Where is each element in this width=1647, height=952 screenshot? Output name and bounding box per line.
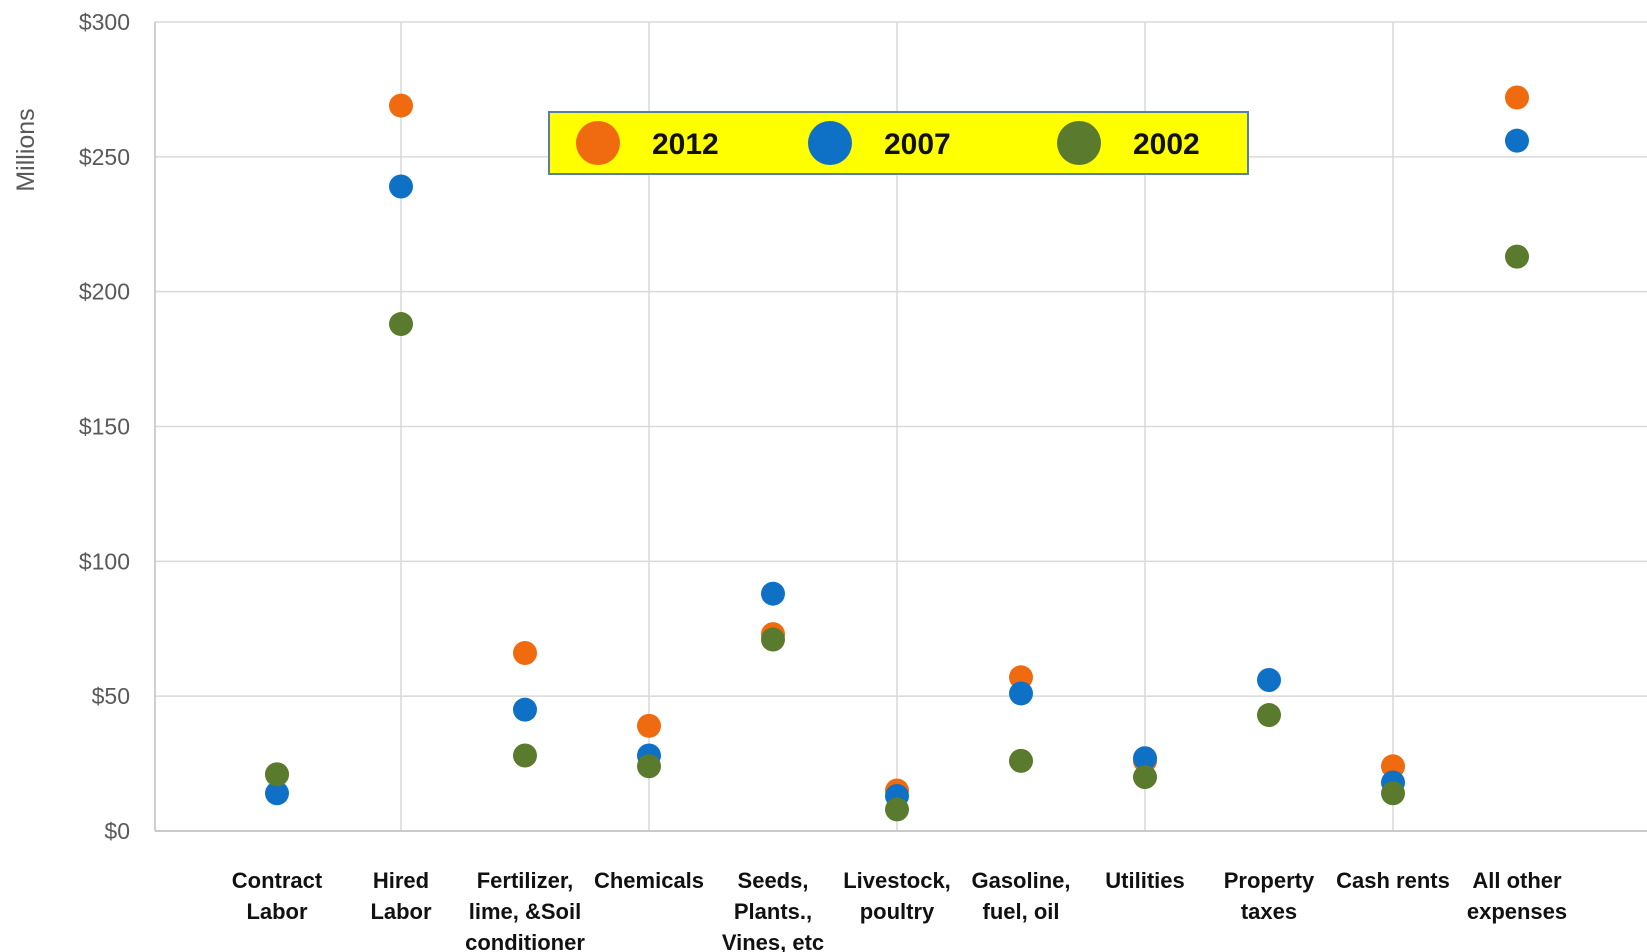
point-2002	[885, 797, 909, 822]
point-2002	[1257, 703, 1281, 728]
x-category-label: Livestock, poultry	[843, 868, 951, 924]
point-2007	[1505, 128, 1529, 153]
point-2007	[1009, 681, 1033, 706]
x-category-label: Property taxes	[1224, 868, 1315, 924]
point-2007	[389, 174, 413, 199]
y-axis-label: Millions	[12, 108, 40, 191]
legend-marker-2007	[808, 121, 852, 165]
y-tick-label: $200	[79, 279, 130, 305]
point-2007	[1133, 746, 1157, 771]
point-2012	[637, 713, 661, 738]
legend-marker-2002	[1057, 121, 1101, 165]
y-axis-ticks: $0 $50 $100 $150 $200 $250 $300	[79, 9, 130, 844]
x-category-label: Utilities	[1105, 868, 1184, 893]
point-2002	[513, 743, 537, 768]
point-2002	[389, 312, 413, 337]
x-category-label: Gasoline, fuel, oil	[971, 868, 1070, 924]
point-2012	[1505, 85, 1529, 110]
x-category-label: Contract Labor	[232, 868, 323, 924]
y-tick-label: $100	[79, 548, 130, 574]
point-2002	[265, 762, 289, 787]
y-tick-label: $150	[79, 414, 130, 440]
point-2002	[637, 754, 661, 779]
y-tick-label: $300	[79, 9, 130, 35]
point-2012	[389, 93, 413, 118]
legend-label-2012: 2012	[652, 128, 719, 161]
x-category-label: Hired Labor	[370, 868, 432, 924]
x-category-label: Fertilizer, lime, &Soil conditioner	[465, 868, 585, 952]
legend-label-2007: 2007	[884, 128, 951, 161]
x-category-label: Chemicals	[594, 868, 704, 893]
point-2002	[1505, 244, 1529, 269]
x-category-label: Seeds, Plants., Vines, etc	[722, 868, 824, 952]
x-axis-category-labels: Contract Labor Hired Labor Fertilizer, lime, …	[232, 868, 1567, 952]
data-points	[265, 85, 1529, 822]
legend-box	[548, 111, 1249, 175]
point-2002	[761, 627, 785, 652]
y-tick-label: $50	[92, 683, 130, 709]
point-2002	[1381, 781, 1405, 806]
point-2007	[1257, 667, 1281, 692]
point-2012	[513, 641, 537, 666]
point-2002	[1009, 748, 1033, 773]
point-2007	[513, 697, 537, 722]
point-2007	[761, 581, 785, 606]
point-2007	[265, 781, 289, 806]
y-tick-label: $0	[104, 818, 130, 844]
legend: 2012 2007 2002	[548, 111, 1249, 175]
legend-marker-2012	[576, 121, 620, 165]
x-category-label: All other expenses	[1467, 868, 1567, 924]
y-tick-label: $250	[79, 144, 130, 170]
point-2002	[1133, 765, 1157, 790]
x-category-label: Cash rents	[1336, 868, 1450, 893]
legend-label-2002: 2002	[1133, 128, 1200, 161]
